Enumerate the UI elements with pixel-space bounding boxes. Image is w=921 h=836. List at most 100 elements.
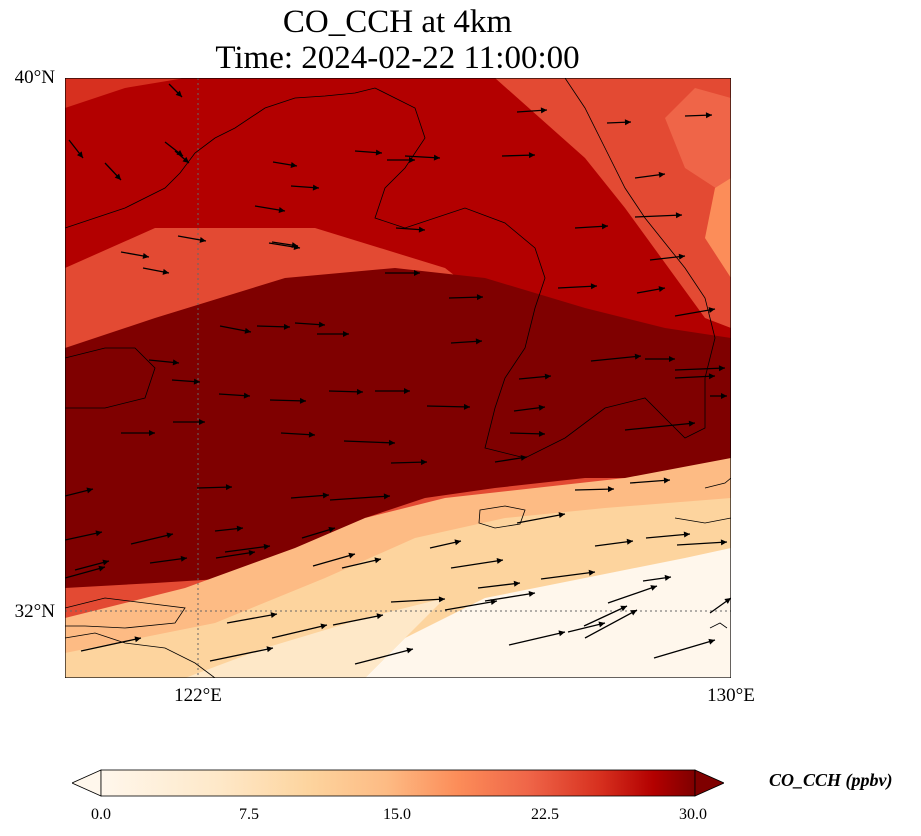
wind-vector-head [463, 403, 470, 410]
wind-vector-shaft [594, 540, 634, 547]
wind-vector-head [406, 647, 413, 654]
wind-vector-head [664, 574, 671, 581]
wind-vector-head [528, 590, 535, 597]
wind-vector-head [620, 605, 627, 612]
wind-vector-shaft [390, 461, 428, 464]
wind-vector-shaft [674, 308, 716, 317]
lowest-concentration-region [365, 548, 731, 678]
wind-vector-shaft [629, 479, 671, 484]
wind-vector-head [558, 512, 565, 519]
wind-vector-shaft [583, 605, 628, 627]
wind-vector-head [476, 294, 483, 301]
wind-vector-head [114, 173, 121, 180]
wind-vector-shaft [607, 585, 658, 604]
wind-vector-shaft [508, 631, 566, 646]
coastlines [65, 78, 731, 678]
wind-vector-head [348, 552, 355, 559]
wind-vector-head [634, 353, 641, 360]
wind-vector-head [669, 356, 675, 362]
wind-vector-head [199, 236, 206, 243]
light-region-northeast [705, 178, 731, 278]
wind-vector-head [236, 525, 243, 532]
wind-vector-head [663, 477, 670, 484]
wind-vector-shaft [354, 648, 414, 665]
wind-vector-shaft [645, 533, 691, 539]
wind-vector-head [538, 404, 545, 411]
wind-vector-head [142, 252, 149, 259]
wind-vector-head [225, 484, 232, 491]
wind-vector-shaft [477, 582, 521, 589]
wind-vector-head [520, 454, 527, 461]
wind-vector-shaft [540, 571, 596, 580]
wind-vector-head [705, 112, 712, 119]
wind-vector-head [376, 613, 383, 620]
wind-vector-shaft [290, 494, 330, 499]
lat-label-south: 32°N [14, 601, 55, 622]
wind-vector-head [299, 397, 306, 404]
colorbar-tick-2: 15.0 [383, 806, 411, 823]
wind-vector-head [607, 486, 614, 493]
wind-vector-shaft [584, 609, 638, 639]
wind-vector-head [538, 430, 545, 437]
wind-vector-head [248, 549, 255, 556]
wind-vector-head [708, 638, 715, 645]
wind-vector-head [475, 338, 482, 345]
wind-vector-head [166, 532, 173, 539]
wind-vector-head [708, 373, 715, 380]
wind-vector-head [86, 487, 93, 494]
wind-vector-head [454, 539, 461, 546]
wind-vector-shaft [574, 488, 615, 491]
colorbar-extend-high [694, 769, 724, 797]
wind-vector-shaft [674, 375, 716, 379]
colorbar-tick-0: 0.0 [91, 806, 111, 823]
colorbar-tick-4: 30.0 [679, 806, 707, 823]
colorbar-tick-3: 22.5 [531, 806, 559, 823]
wind-vector-head [496, 557, 503, 564]
wind-vector-head [513, 580, 520, 587]
wind-vectors [65, 83, 731, 665]
wind-vector-shaft [343, 440, 396, 444]
wind-vector-head [320, 623, 327, 630]
wind-vector-head [172, 359, 179, 366]
wind-vector-shaft [65, 566, 106, 579]
wind-vector-head [263, 543, 270, 550]
wind-vector-head [95, 530, 102, 537]
wind-vector-shaft [484, 592, 536, 602]
wind-vector-shaft [516, 513, 566, 524]
wind-vector-head [601, 223, 608, 230]
wind-vector-shaft [269, 399, 307, 402]
wind-vector-shaft [226, 613, 278, 624]
wind-vector-head [318, 321, 325, 328]
wind-vector-shaft [215, 551, 256, 559]
wind-vector-shaft [634, 214, 683, 218]
wind-vector-head [266, 646, 273, 653]
wind-vector-head [162, 268, 169, 275]
wind-vector-shaft [312, 553, 356, 567]
wind-vector-shaft [209, 647, 274, 662]
wind-vector-head [383, 493, 390, 500]
map-title-line-2: Time: 2024-02-22 11:00:00 [215, 40, 580, 76]
wind-vector-head [438, 596, 445, 603]
wind-vector-head [149, 430, 155, 436]
wind-vector-shaft [674, 367, 726, 371]
wind-vector-head [243, 392, 250, 399]
wind-vector-head [328, 526, 335, 533]
wind-vector-head [624, 119, 631, 126]
wind-vector-head [409, 157, 415, 163]
wind-vector-head [312, 184, 319, 191]
wind-vector-head [675, 212, 682, 219]
wind-vector-head [388, 439, 395, 446]
wind-vector-head [343, 331, 349, 337]
wind-vector-shaft [624, 422, 696, 431]
colorbar [72, 769, 724, 797]
medium-concentration-fringe [665, 88, 731, 198]
wind-vector-head [420, 459, 427, 466]
wind-vector-head [418, 226, 425, 233]
wind-vector-head [76, 151, 83, 158]
lat-label-north: 40°N [14, 67, 55, 88]
wind-vector-head [404, 388, 410, 394]
wind-vector-head [278, 207, 285, 213]
colorbar-extend-low [72, 769, 102, 797]
wind-vector-head [718, 365, 725, 372]
map-title-line-1: CO_CCH at 4km [282, 4, 513, 40]
